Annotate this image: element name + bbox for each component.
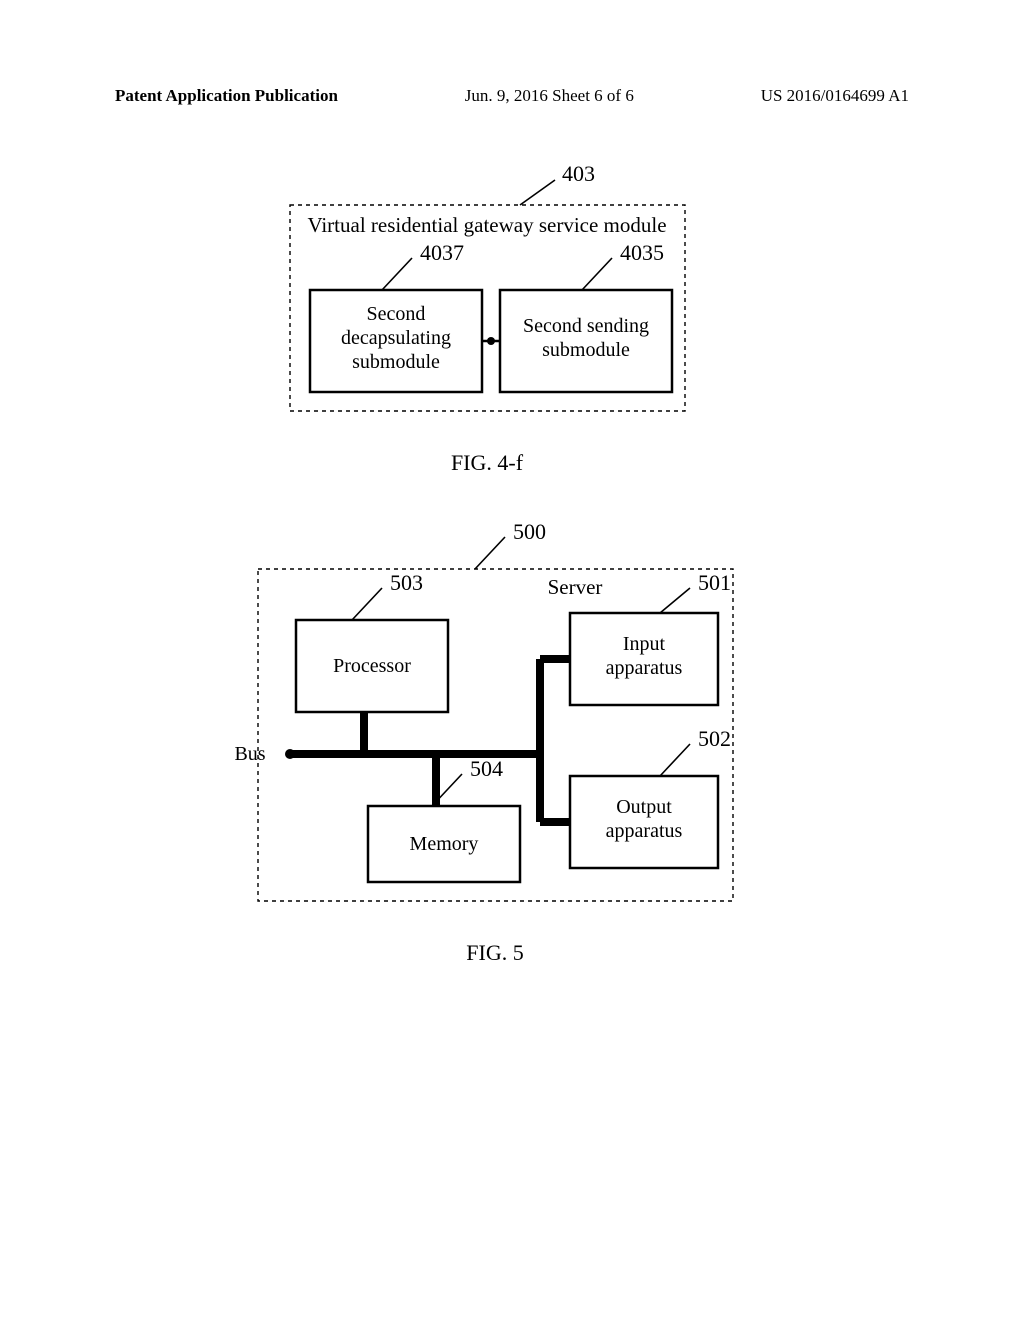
ref-line-403 <box>520 180 555 205</box>
fig4f-box-right-line2: submodule <box>542 339 630 361</box>
fig5-container-title: Server <box>548 575 603 599</box>
figures-canvas: Virtual residential gateway service modu… <box>0 0 1024 1320</box>
ref-4037: 4037 <box>420 240 464 265</box>
ref-502: 502 <box>698 726 731 751</box>
bus-label: Bus <box>234 743 265 765</box>
ref-line-503 <box>352 588 382 620</box>
ref-504: 504 <box>470 756 503 781</box>
fig4f-container-title: Virtual residential gateway service modu… <box>307 213 666 237</box>
ref-line-4037 <box>382 258 412 290</box>
fig-4f: Virtual residential gateway service modu… <box>290 161 685 475</box>
fig5-output-line1: Output <box>616 796 672 818</box>
fig4f-box-left-line2: decapsulating <box>341 327 451 349</box>
fig4f-caption: FIG. 4-f <box>451 450 524 475</box>
fig4f-box-right-line1: Second sending <box>523 315 649 337</box>
ref-line-4035 <box>582 258 612 290</box>
fig5-caption: FIG. 5 <box>466 940 523 965</box>
bus-end-dot <box>285 749 295 759</box>
fig5-input-line2: apparatus <box>606 657 683 679</box>
fig-5: 500 Server Processor 503 Input apparatus… <box>234 519 733 965</box>
ref-line-501 <box>660 588 690 613</box>
fig4f-box-left-line1: Second <box>367 303 426 325</box>
fig4f-connector-dot <box>487 337 495 345</box>
ref-line-500 <box>475 537 505 569</box>
fig5-memory-label: Memory <box>410 833 479 855</box>
ref-500: 500 <box>513 519 546 544</box>
ref-4035: 4035 <box>620 240 664 265</box>
fig5-output-line2: apparatus <box>606 820 683 842</box>
ref-line-502 <box>660 744 690 776</box>
ref-503: 503 <box>390 570 423 595</box>
ref-501: 501 <box>698 570 731 595</box>
ref-403: 403 <box>562 161 595 186</box>
fig4f-box-left-line3: submodule <box>352 351 440 373</box>
fig5-input-line1: Input <box>623 633 666 655</box>
fig5-processor-label: Processor <box>333 655 411 677</box>
